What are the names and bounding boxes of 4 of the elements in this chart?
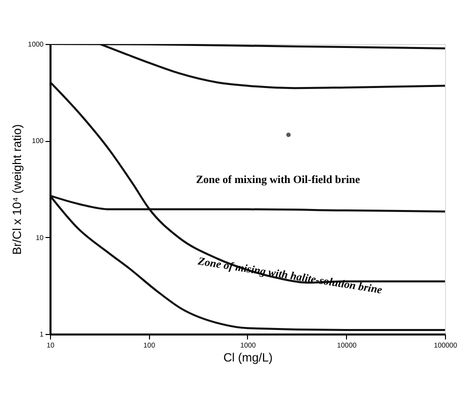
x-axis-title: Cl (mg/L) xyxy=(223,350,273,364)
y-axis-title: Br/Cl x 10⁴ (weight ratio) xyxy=(10,124,24,255)
annotation: Zone of mixing with Oil-field brine xyxy=(196,174,360,186)
annotation: Zone of mising with halite-solution brine xyxy=(196,255,383,296)
